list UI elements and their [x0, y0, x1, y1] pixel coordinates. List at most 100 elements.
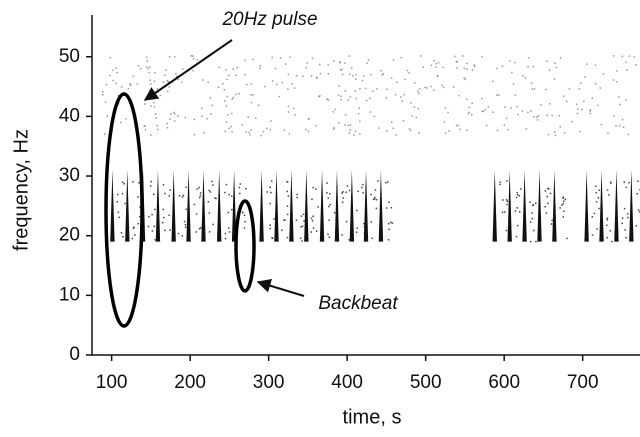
speckle [623, 207, 626, 210]
speckle [615, 125, 617, 127]
speckle [120, 232, 123, 234]
speckle [409, 129, 412, 132]
speckle [612, 79, 615, 81]
speckle [515, 196, 518, 199]
pulse [349, 170, 355, 242]
speckle [518, 211, 521, 213]
speckle [342, 191, 344, 193]
speckle [435, 62, 437, 65]
speckle [501, 211, 504, 214]
speckle [621, 118, 624, 121]
speckle [408, 72, 410, 74]
speckle [369, 111, 372, 113]
speckle [333, 60, 335, 62]
speckle [345, 191, 348, 193]
speckle [537, 115, 540, 117]
speckle [413, 106, 416, 108]
speckle [164, 74, 166, 77]
speckle [385, 181, 387, 184]
speckle [562, 197, 564, 200]
speckle [535, 202, 537, 205]
speckle [504, 211, 506, 213]
speckle [378, 127, 380, 129]
speckle [575, 103, 578, 106]
speckle [271, 237, 273, 239]
speckle [338, 85, 340, 87]
speckle [581, 108, 583, 111]
speckle [292, 107, 295, 110]
speckle [310, 74, 313, 77]
speckle [201, 115, 203, 117]
speckle [327, 64, 329, 66]
speckle [244, 59, 246, 62]
speckle [228, 193, 230, 196]
speckle [123, 182, 126, 185]
pulse [492, 170, 497, 242]
speckle [224, 130, 226, 133]
speckle [339, 61, 341, 64]
speckle [527, 111, 529, 114]
speckle [362, 183, 364, 186]
speckle [342, 197, 344, 199]
speckle [510, 107, 512, 109]
speckle [208, 231, 211, 233]
speckle [464, 78, 467, 81]
speckle [284, 219, 286, 221]
speckle [203, 132, 205, 134]
speckle [326, 192, 328, 194]
speckle [207, 201, 210, 203]
speckle [529, 221, 532, 223]
speckle [319, 72, 322, 75]
annotation: 20Hz pulse [221, 9, 317, 30]
speckle [506, 180, 508, 182]
speckle [375, 198, 378, 201]
speckle [545, 212, 548, 214]
speckle [516, 191, 518, 194]
speckle [558, 115, 560, 117]
speckle [602, 73, 605, 75]
speckle [481, 110, 484, 112]
speckle [236, 66, 238, 69]
speckle [208, 212, 211, 214]
speckle [104, 101, 107, 103]
speckle [341, 192, 343, 194]
speckle [167, 81, 170, 83]
speckle [411, 115, 414, 117]
speckle [228, 74, 230, 77]
speckle [527, 65, 529, 68]
speckle [199, 194, 202, 197]
speckle [209, 97, 212, 99]
speckle [600, 123, 603, 126]
speckle [628, 55, 631, 57]
speckle [173, 56, 176, 58]
speckle [168, 214, 170, 217]
speckle [432, 89, 435, 92]
speckle [312, 215, 314, 218]
speckle [327, 233, 329, 235]
speckle [481, 56, 483, 58]
speckle [625, 236, 627, 239]
speckle [636, 193, 639, 195]
speckle [387, 222, 390, 225]
speckle [370, 73, 372, 76]
speckle [599, 87, 602, 89]
speckle [181, 81, 183, 83]
speckle [235, 93, 237, 96]
speckle [347, 99, 349, 101]
speckle [300, 226, 302, 228]
speckle [547, 202, 549, 205]
speckle [307, 130, 310, 133]
pulse [378, 170, 384, 242]
speckle [129, 84, 132, 87]
speckle [115, 82, 117, 85]
speckle [248, 131, 250, 134]
speckle [463, 77, 465, 79]
speckle [598, 207, 600, 210]
speckle [355, 73, 357, 76]
speckle [302, 213, 305, 216]
speckle [430, 64, 433, 67]
speckle [385, 207, 388, 209]
speckle [361, 79, 364, 82]
speckle [227, 211, 229, 214]
speckle [300, 215, 303, 217]
